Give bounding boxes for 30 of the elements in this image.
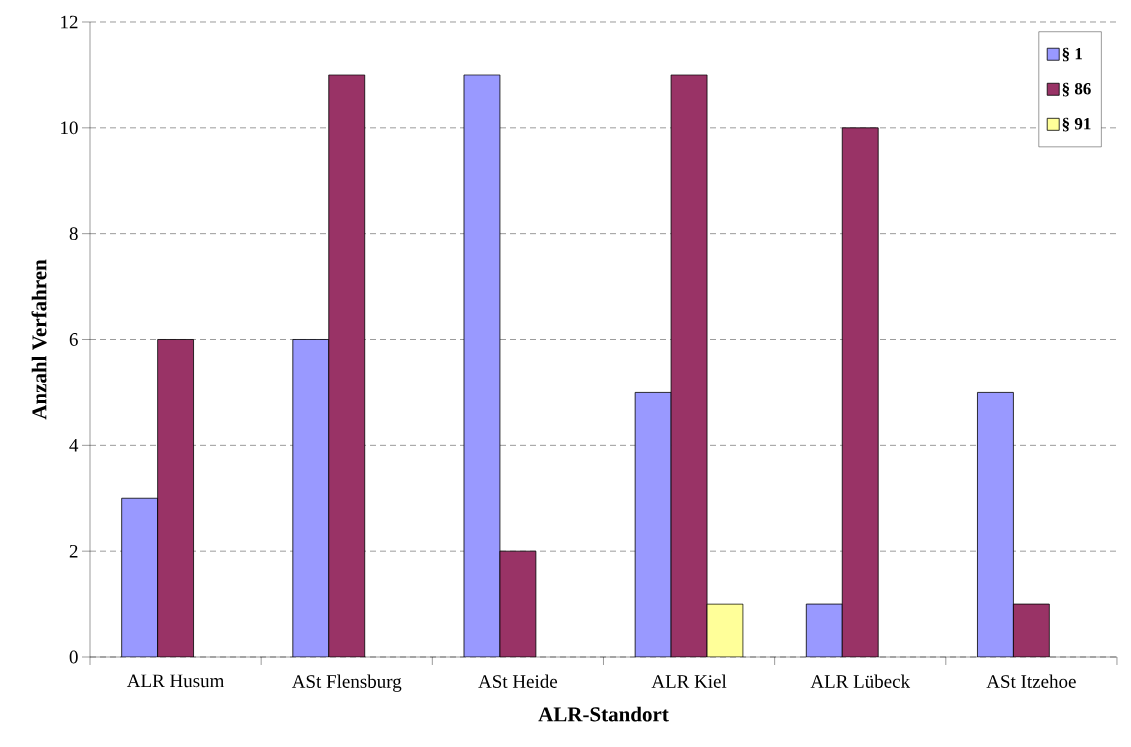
bar [499,550,537,657]
bar [1013,603,1050,657]
bar [634,392,672,657]
x-tick-label: ALR Lübeck [810,674,911,688]
bar [805,603,843,657]
legend-label: § 91 [1062,117,1091,132]
y-tick-label: 12 [61,15,78,29]
y-tick-label: 0 [69,650,78,664]
bar [977,392,1014,657]
x-axis-title: ALR-Standort [538,706,669,722]
legend-label: § 86 [1062,82,1091,97]
bar [328,74,366,657]
x-tick-label: ALR Husum [126,674,225,688]
y-tick-label: 10 [61,121,78,135]
legend-label: § 1 [1062,47,1082,62]
bar [670,74,708,657]
bar [841,127,879,657]
bar [463,74,501,657]
bar [292,339,330,657]
y-tick-label: 8 [69,227,78,241]
y-tick-label: 4 [69,439,79,452]
bar [157,339,194,657]
x-tick-label: ASt Heide [478,674,558,688]
bar [121,497,159,657]
x-tick-label: ASt Itzehoe [986,674,1076,688]
y-axis-title: Anzahl Verfahren [31,259,47,420]
x-tick-label: ALR Kiel [651,674,727,688]
x-tick-label: ASt Flensburg [291,674,402,692]
y-tick-label: 2 [69,544,78,558]
y-tick-label: 6 [69,333,78,346]
